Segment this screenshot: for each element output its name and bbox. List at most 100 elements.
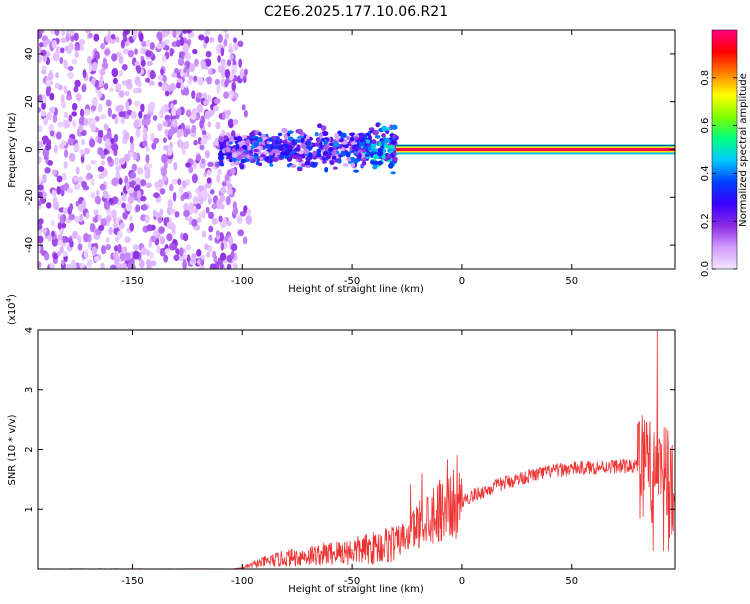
spectrogram-cell (63, 85, 68, 95)
snr-y-label: SNR (10 * v/v) (7, 414, 18, 485)
spectrogram-cell (140, 179, 147, 187)
spectrogram-cell (324, 166, 329, 173)
spectrogram-cell (145, 145, 150, 153)
spectrogram-cell (88, 32, 93, 39)
spectrogram-cell (66, 263, 73, 269)
spectrogram-cell (69, 203, 74, 212)
spectrogram-cell (105, 244, 111, 251)
spectrogram-cell (301, 163, 307, 168)
spectrogram-cell (183, 209, 190, 218)
spectrogram-cell (47, 72, 54, 81)
spectrogram-cell (161, 41, 166, 49)
x-tick-label: -50 (344, 576, 360, 587)
spectrogram-cell (97, 129, 104, 139)
spectrogram-cell (38, 200, 42, 206)
spectrogram-cell (171, 119, 178, 128)
spectrogram-cell (115, 165, 121, 172)
spectrogram-cell (200, 259, 205, 266)
spectrogram-cell (97, 90, 103, 99)
snr-y-multiplier-close: ) (7, 294, 18, 298)
x-tick-label: -150 (121, 576, 144, 587)
spectrogram-cell (232, 201, 237, 210)
spectrogram-cell (207, 121, 212, 128)
spectrogram-cell (178, 139, 183, 148)
y-tick-label: -40 (24, 237, 35, 253)
snr-y-multiplier-exp: 4 (5, 297, 13, 302)
spectrogram-cell (317, 123, 323, 129)
spectrogram-cell (42, 137, 47, 145)
spectrogram-cell (73, 176, 79, 183)
spectrogram-cell (339, 138, 344, 143)
spectrogram-cell (273, 145, 281, 150)
spectrogram-cell (95, 79, 99, 87)
spectrogram-cell (179, 247, 184, 257)
spectrogram-cell (190, 257, 196, 264)
spectrogram-cell (201, 130, 207, 136)
spectrogram-cell (166, 233, 173, 242)
spectrogram-cell (124, 236, 131, 244)
spectrogram-cell (191, 173, 198, 184)
spectrogram-cell (363, 145, 369, 150)
spectrogram-cell (282, 151, 290, 156)
spectrogram-cell (63, 161, 68, 169)
spectrogram-cell (169, 47, 174, 57)
spectrogram-cell (163, 254, 169, 263)
spectrogram-cell (195, 203, 202, 210)
spectrogram-cell (38, 140, 44, 149)
spectrogram-cell (192, 159, 197, 169)
spectrogram-cell (205, 182, 212, 189)
spectrogram-cell (52, 252, 59, 260)
spectrogram-cell (60, 140, 67, 147)
spectrogram-cell (248, 149, 253, 155)
spectrogram-cell (102, 190, 109, 199)
spectrogram-cell (353, 169, 360, 173)
spectrogram-cell (226, 195, 231, 205)
spectrogram-cell (182, 43, 189, 53)
spectrogram-cell (218, 215, 223, 223)
spectrogram-cell (372, 164, 378, 170)
spectrogram-cell (185, 162, 192, 168)
spectrogram-cell (175, 248, 180, 255)
spectrogram-cell (56, 175, 63, 183)
spectrogram-cell (130, 111, 137, 119)
spectrogram-cell (218, 136, 225, 143)
spectrogram-cell (296, 167, 303, 172)
spectrogram-cell (142, 140, 148, 148)
spectrogram-cell (75, 200, 80, 207)
spectrogram-cell (388, 162, 394, 169)
spectrogram-cell (243, 144, 248, 151)
spectrogram-cell (78, 38, 86, 46)
spectrogram-cell (49, 263, 55, 269)
spectrogram-cell (272, 158, 279, 162)
spectrogram-cell (350, 162, 356, 168)
spectrogram-cell (86, 172, 92, 180)
spectrogram-cell (164, 248, 170, 254)
colorbar-tick-label: 0.6 (700, 118, 711, 134)
spectrogram-cell (184, 140, 190, 149)
spectrogram-cell (242, 135, 247, 139)
spectrogram-cell (320, 125, 327, 131)
spectrogram-cell (38, 218, 44, 225)
spectrogram-cell (391, 124, 398, 130)
spectrogram-cell (141, 41, 148, 47)
spectrogram-cell (180, 69, 184, 78)
spectrogram-cell (214, 78, 220, 86)
spectrogram-cell (198, 264, 205, 269)
spectrogram-cell (171, 72, 177, 78)
spectrogram-cell (115, 36, 120, 43)
spectrogram-cell (192, 48, 198, 55)
spectrogram-cell (97, 103, 103, 113)
spectrogram-cell (183, 202, 189, 212)
spectrogram-cell (214, 137, 220, 147)
spectrogram-cell (109, 87, 114, 93)
spectrogram-cell (111, 143, 119, 152)
spectrogram-cell (171, 107, 177, 117)
spectrogram-cell (229, 91, 234, 101)
spectrogram-cell (196, 217, 202, 223)
spectrogram-cell (207, 193, 211, 200)
spectrogram-cell (162, 174, 168, 182)
spectrogram-cell (68, 152, 76, 162)
spectrogram-cell (38, 125, 43, 133)
spectrogram-cell (38, 235, 44, 244)
spectrogram-cell (59, 246, 64, 254)
